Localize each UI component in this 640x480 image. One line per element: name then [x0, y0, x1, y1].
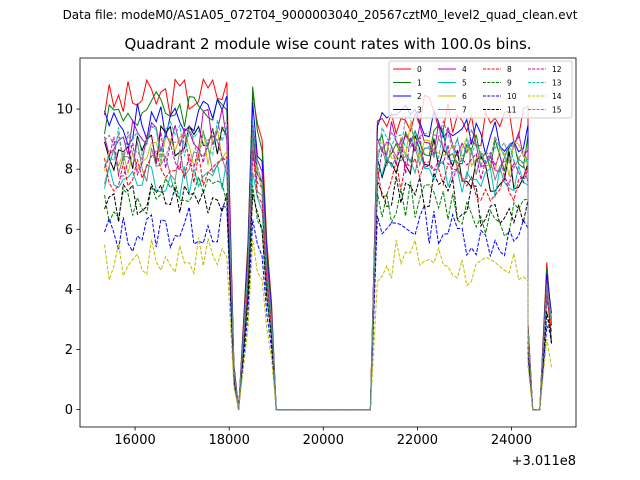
legend-label-14: 14	[552, 92, 562, 101]
series-layer	[104, 77, 552, 411]
legend-label-13: 13	[552, 79, 562, 88]
series-line-6	[104, 123, 552, 411]
legend-label-9: 9	[507, 79, 512, 88]
legend-label-6: 6	[462, 92, 467, 101]
series-line-15	[104, 116, 552, 411]
plot-frame	[79, 57, 577, 428]
legend-label-7: 7	[462, 106, 467, 115]
y-tick-label: 4	[65, 283, 73, 298]
series-line-8	[104, 150, 552, 411]
series-line-11	[104, 170, 552, 411]
x-tick-label: 24000	[491, 433, 532, 448]
legend-label-5: 5	[462, 79, 467, 88]
series-line-9	[104, 174, 552, 411]
x-tick-label: 18000	[208, 433, 249, 448]
y-tick-label: 10	[56, 103, 73, 118]
series-line-7	[104, 136, 552, 411]
series-line-10	[104, 203, 552, 411]
chart-title: Quadrant 2 module wise count rates with …	[124, 35, 532, 53]
legend-label-0: 0	[417, 65, 422, 74]
series-line-13	[104, 119, 552, 411]
legend-label-15: 15	[552, 106, 562, 115]
legend-label-4: 4	[462, 65, 467, 74]
x-tick-label: 22000	[397, 433, 438, 448]
legend-box	[388, 60, 573, 119]
legend-label-10: 10	[507, 92, 517, 101]
legend-label-12: 12	[552, 65, 562, 74]
x-tick-label: 16000	[114, 433, 155, 448]
figure-suptitle: Data file: modeM0/AS1A05_072T04_90000030…	[62, 8, 578, 22]
legend-label-8: 8	[507, 65, 512, 74]
series-line-5	[104, 149, 552, 411]
y-tick-label: 2	[65, 343, 73, 358]
legend-label-2: 2	[417, 92, 422, 101]
series-line-3	[104, 124, 552, 411]
legend-label-3: 3	[417, 106, 422, 115]
y-tick-label: 6	[65, 223, 73, 238]
series-line-12	[104, 130, 552, 411]
x-tick-label: 20000	[303, 433, 344, 448]
series-line-14	[104, 237, 552, 411]
legend-label-1: 1	[417, 79, 422, 88]
legend-label-11: 11	[507, 106, 517, 115]
x-axis-offset: +3.011e8	[512, 454, 576, 469]
series-line-2	[104, 95, 552, 411]
series-line-0	[104, 77, 552, 411]
y-tick-label: 0	[65, 403, 73, 418]
y-tick-label: 8	[65, 163, 73, 178]
